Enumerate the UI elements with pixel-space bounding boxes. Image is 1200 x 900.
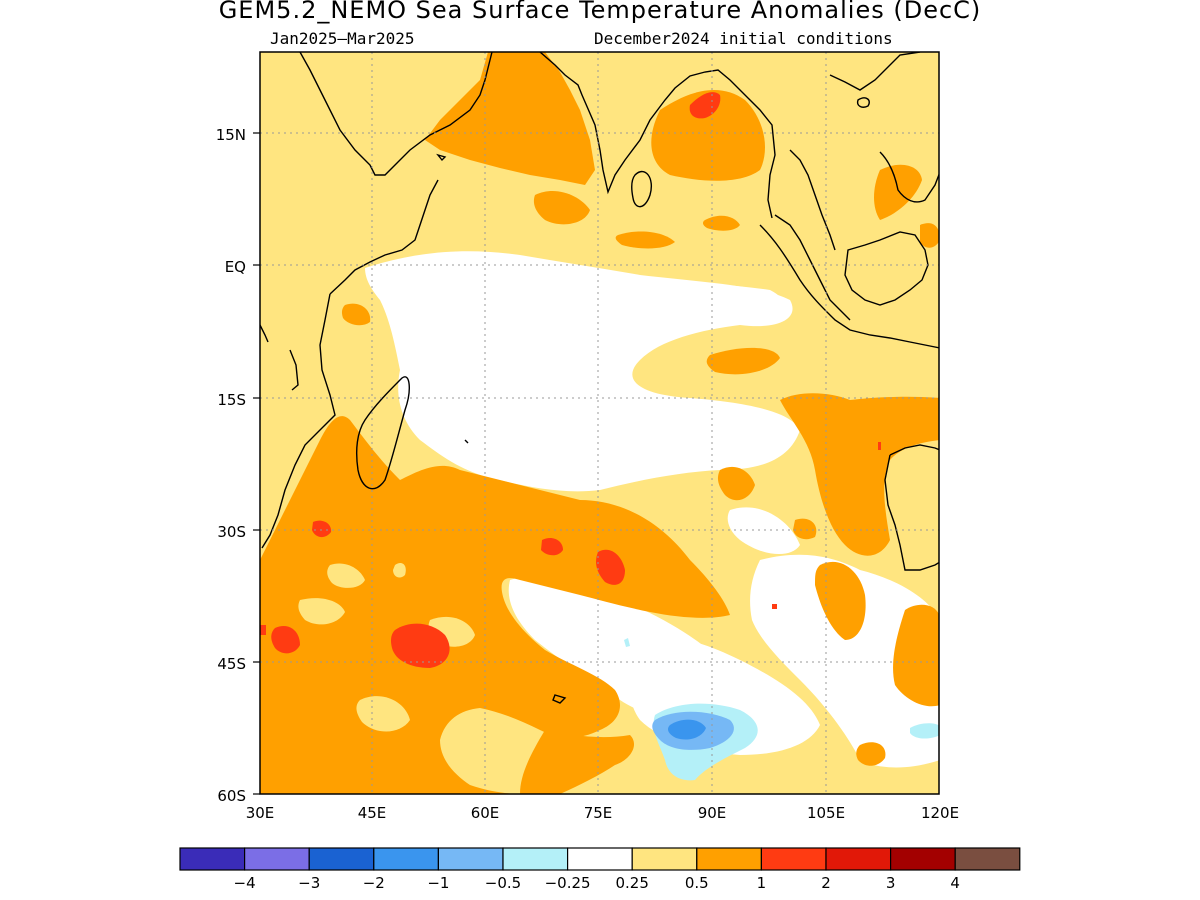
lon-label: 90E xyxy=(698,804,727,822)
latitude-labels: 15N EQ 15S 30S 45S 60S xyxy=(216,126,246,805)
legend-label: 3 xyxy=(886,874,896,892)
legend-label: −0.5 xyxy=(485,874,521,892)
chart-title: GEM5.2_NEMO Sea Surface Temperature Anom… xyxy=(218,0,982,24)
legend-label: −1 xyxy=(427,874,449,892)
legend-swatch xyxy=(244,847,310,871)
anomaly-negative xyxy=(624,638,939,781)
legend-swatch xyxy=(954,847,1021,871)
legend-swatch xyxy=(760,847,827,871)
lat-label: 45S xyxy=(217,655,246,673)
longitude-labels: 30E 45E 60E 75E 90E 105E 120E xyxy=(246,804,959,822)
legend-swatch xyxy=(696,847,762,871)
lon-label: 105E xyxy=(807,804,845,822)
lat-label: 30S xyxy=(217,523,246,541)
legend-labels: −4 −3 −2 −1 −0.5 −0.25 0.25 0.5 1 2 3 4 xyxy=(234,874,960,892)
graticule xyxy=(260,52,939,794)
lon-label: 30E xyxy=(246,804,275,822)
legend-label: 0.5 xyxy=(685,874,709,892)
legend-swatch xyxy=(179,847,246,871)
legend-swatch xyxy=(502,847,569,871)
legend-swatches xyxy=(179,847,1021,871)
legend-swatch xyxy=(825,847,892,871)
lon-label: 60E xyxy=(471,804,500,822)
lon-label: 45E xyxy=(358,804,387,822)
map-frame xyxy=(259,51,940,795)
legend-label: −2 xyxy=(363,874,385,892)
lat-label: EQ xyxy=(225,258,246,276)
legend-label: 0.25 xyxy=(615,874,648,892)
anomaly-neutral-white xyxy=(263,251,939,768)
coastlines xyxy=(260,52,939,704)
legend-swatch xyxy=(889,847,956,871)
anomaly-red xyxy=(260,92,881,668)
legend-label: −4 xyxy=(234,874,256,892)
lat-label: 15S xyxy=(217,391,246,409)
legend-swatch xyxy=(437,847,504,871)
legend-swatch xyxy=(308,847,375,871)
legend-swatch xyxy=(566,847,633,871)
axis-ticks xyxy=(253,132,260,795)
legend-swatch xyxy=(373,847,439,871)
legend-label: −0.25 xyxy=(545,874,591,892)
legend-label: 2 xyxy=(821,874,831,892)
legend-swatch xyxy=(631,847,698,871)
lon-label: 75E xyxy=(584,804,613,822)
legend-label: 1 xyxy=(757,874,767,892)
lon-label: 120E xyxy=(921,804,959,822)
lat-label: 60S xyxy=(217,787,246,805)
anomaly-field xyxy=(260,52,939,794)
lat-label: 15N xyxy=(216,126,246,144)
anomaly-light-patches xyxy=(298,563,523,745)
legend-label: 4 xyxy=(950,874,960,892)
forecast-period: Jan2025–Mar2025 xyxy=(270,29,415,48)
initial-conditions: December2024 initial conditions xyxy=(594,29,893,48)
legend-label: −3 xyxy=(298,874,320,892)
